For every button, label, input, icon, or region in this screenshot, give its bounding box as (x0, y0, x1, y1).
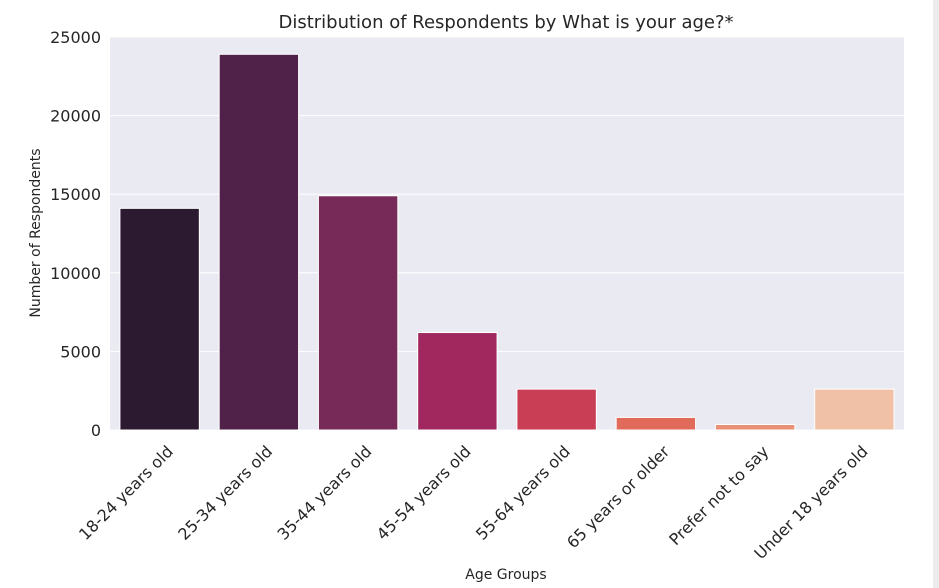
bar (317, 195, 399, 431)
y-tick-labels: 0 5000 10000 15000 20000 25000 (50, 28, 101, 440)
bar (119, 207, 200, 431)
x-tick-label: 45-54 years old (373, 442, 475, 544)
bars (119, 53, 895, 431)
x-tick-label: Prefer not to say (665, 442, 772, 549)
x-tick-label: Under 18 years old (750, 442, 871, 563)
bar (615, 416, 697, 431)
x-tick-label: 55-64 years old (472, 442, 574, 544)
x-axis-label: Age Groups (465, 567, 546, 583)
bar (714, 423, 796, 431)
y-tick-label: 0 (91, 421, 101, 440)
y-tick-label: 5000 (60, 342, 101, 361)
bar (218, 53, 300, 431)
x-tick-label: 65 years or older (563, 442, 673, 552)
bar (417, 332, 498, 431)
bar (516, 388, 597, 431)
bar (814, 388, 895, 431)
x-tick-label: 18-24 years old (75, 442, 177, 544)
window-edge (933, 0, 939, 588)
y-tick-label: 10000 (50, 264, 101, 283)
x-tick-label: 25-34 years old (174, 442, 276, 544)
x-tick-label: 35-44 years old (274, 442, 376, 544)
y-tick-label: 20000 (50, 107, 101, 126)
y-axis-label: Number of Respondents (28, 148, 44, 317)
chart-title: Distribution of Respondents by What is y… (278, 12, 733, 33)
y-tick-label: 25000 (50, 28, 101, 47)
y-tick-label: 15000 (50, 185, 101, 204)
